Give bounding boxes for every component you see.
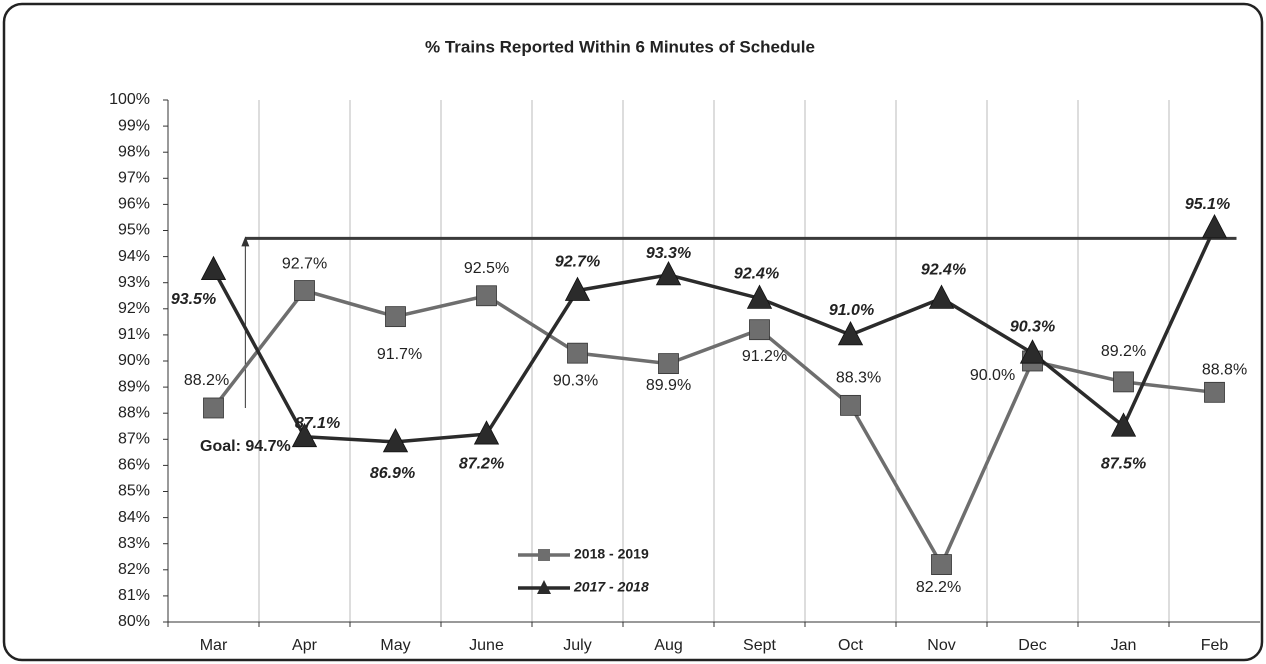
square-marker xyxy=(567,342,588,364)
series-line xyxy=(211,227,1217,444)
y-tick-label: 80% xyxy=(118,613,150,630)
x-tick-label: July xyxy=(563,637,591,654)
data-label: 93.3% xyxy=(646,245,691,262)
data-label: 92.7% xyxy=(282,256,327,273)
triangle-marker xyxy=(1019,339,1046,364)
x-tick-label: Aug xyxy=(654,637,682,654)
x-tick-label: Jan xyxy=(1111,637,1137,654)
triangle-marker xyxy=(473,420,500,445)
y-tick-label: 95% xyxy=(118,222,150,239)
data-label: 92.7% xyxy=(555,254,600,271)
triangle-marker xyxy=(1201,214,1228,239)
data-label: 95.1% xyxy=(1185,196,1230,213)
triangle-marker xyxy=(291,422,318,448)
data-label: 82.2% xyxy=(916,579,961,596)
data-label: 91.2% xyxy=(742,348,787,365)
y-tick-label: 88% xyxy=(118,404,150,421)
x-tick-label: Oct xyxy=(838,637,863,654)
y-tick-label: 84% xyxy=(118,509,150,526)
y-tick-label: 97% xyxy=(118,170,150,187)
data-label: 91.7% xyxy=(377,346,422,363)
data-label: 91.0% xyxy=(829,302,874,319)
y-tick-label: 92% xyxy=(118,300,150,317)
square-marker xyxy=(658,353,679,375)
legend-label: 2018 - 2019 xyxy=(574,546,649,562)
data-label: 87.2% xyxy=(459,455,504,472)
data-label: 87.1% xyxy=(295,415,340,432)
data-label: 89.2% xyxy=(1101,343,1146,360)
triangle-marker xyxy=(200,255,227,281)
chart-title: % Trains Reported Within 6 Minutes of Sc… xyxy=(425,37,815,56)
triangle-marker xyxy=(382,428,409,453)
triangle-marker xyxy=(746,284,773,309)
triangle-marker xyxy=(1110,412,1137,437)
data-label: 90.3% xyxy=(1010,318,1055,335)
y-tick-label: 87% xyxy=(118,431,150,448)
square-marker xyxy=(294,280,315,301)
y-tick-label: 100% xyxy=(109,91,150,108)
y-tick-label: 85% xyxy=(118,483,150,500)
square-marker xyxy=(203,397,224,419)
data-label: 93.5% xyxy=(171,291,216,308)
data-label: 86.9% xyxy=(370,465,415,482)
y-tick-label: 94% xyxy=(118,248,150,265)
triangle-marker xyxy=(837,321,864,346)
x-tick-label: Sept xyxy=(743,637,776,654)
data-label: 90.3% xyxy=(553,372,598,389)
legend-marker xyxy=(538,549,550,561)
legend-marker xyxy=(537,580,551,594)
square-marker xyxy=(1113,371,1134,393)
data-label: 89.9% xyxy=(646,377,691,394)
data-label: 88.8% xyxy=(1202,362,1247,379)
x-tick-label: Mar xyxy=(200,637,228,654)
x-tick-label: Nov xyxy=(927,637,955,654)
square-marker xyxy=(840,394,861,416)
y-tick-label: 99% xyxy=(118,117,150,134)
y-tick-label: 98% xyxy=(118,143,150,160)
y-tick-label: 93% xyxy=(118,274,150,291)
triangle-marker xyxy=(928,284,955,309)
y-tick-label: 82% xyxy=(118,561,150,578)
square-marker xyxy=(749,319,770,341)
x-tick-label: Apr xyxy=(292,637,318,654)
y-tick-label: 89% xyxy=(118,378,150,395)
data-label: 88.2% xyxy=(184,372,229,389)
goal-arrow-head xyxy=(241,236,250,247)
y-tick-label: 83% xyxy=(118,535,150,552)
x-tick-label: May xyxy=(380,637,410,654)
y-tick-label: 96% xyxy=(118,196,150,213)
square-marker xyxy=(1204,381,1225,403)
data-label: 92.4% xyxy=(734,266,779,283)
y-tick-label: 81% xyxy=(118,587,150,604)
legend-label: 2017 - 2018 xyxy=(573,579,649,595)
x-tick-label: June xyxy=(469,637,504,654)
data-label: 87.5% xyxy=(1101,455,1146,472)
y-tick-label: 90% xyxy=(118,352,150,369)
data-label: 90.0% xyxy=(970,367,1015,384)
goal-label: Goal: 94.7% xyxy=(200,438,291,455)
data-label: 92.5% xyxy=(464,260,509,277)
data-label: 88.3% xyxy=(836,370,881,387)
x-tick-label: Feb xyxy=(1201,637,1229,654)
square-marker xyxy=(931,554,952,575)
y-tick-label: 86% xyxy=(118,457,150,474)
y-tick-label: 91% xyxy=(118,326,150,343)
x-tick-label: Dec xyxy=(1018,637,1046,654)
triangle-marker xyxy=(564,276,591,301)
square-marker xyxy=(476,285,497,307)
data-label: 92.4% xyxy=(921,262,966,279)
triangle-marker xyxy=(655,261,682,286)
square-marker xyxy=(385,306,406,328)
